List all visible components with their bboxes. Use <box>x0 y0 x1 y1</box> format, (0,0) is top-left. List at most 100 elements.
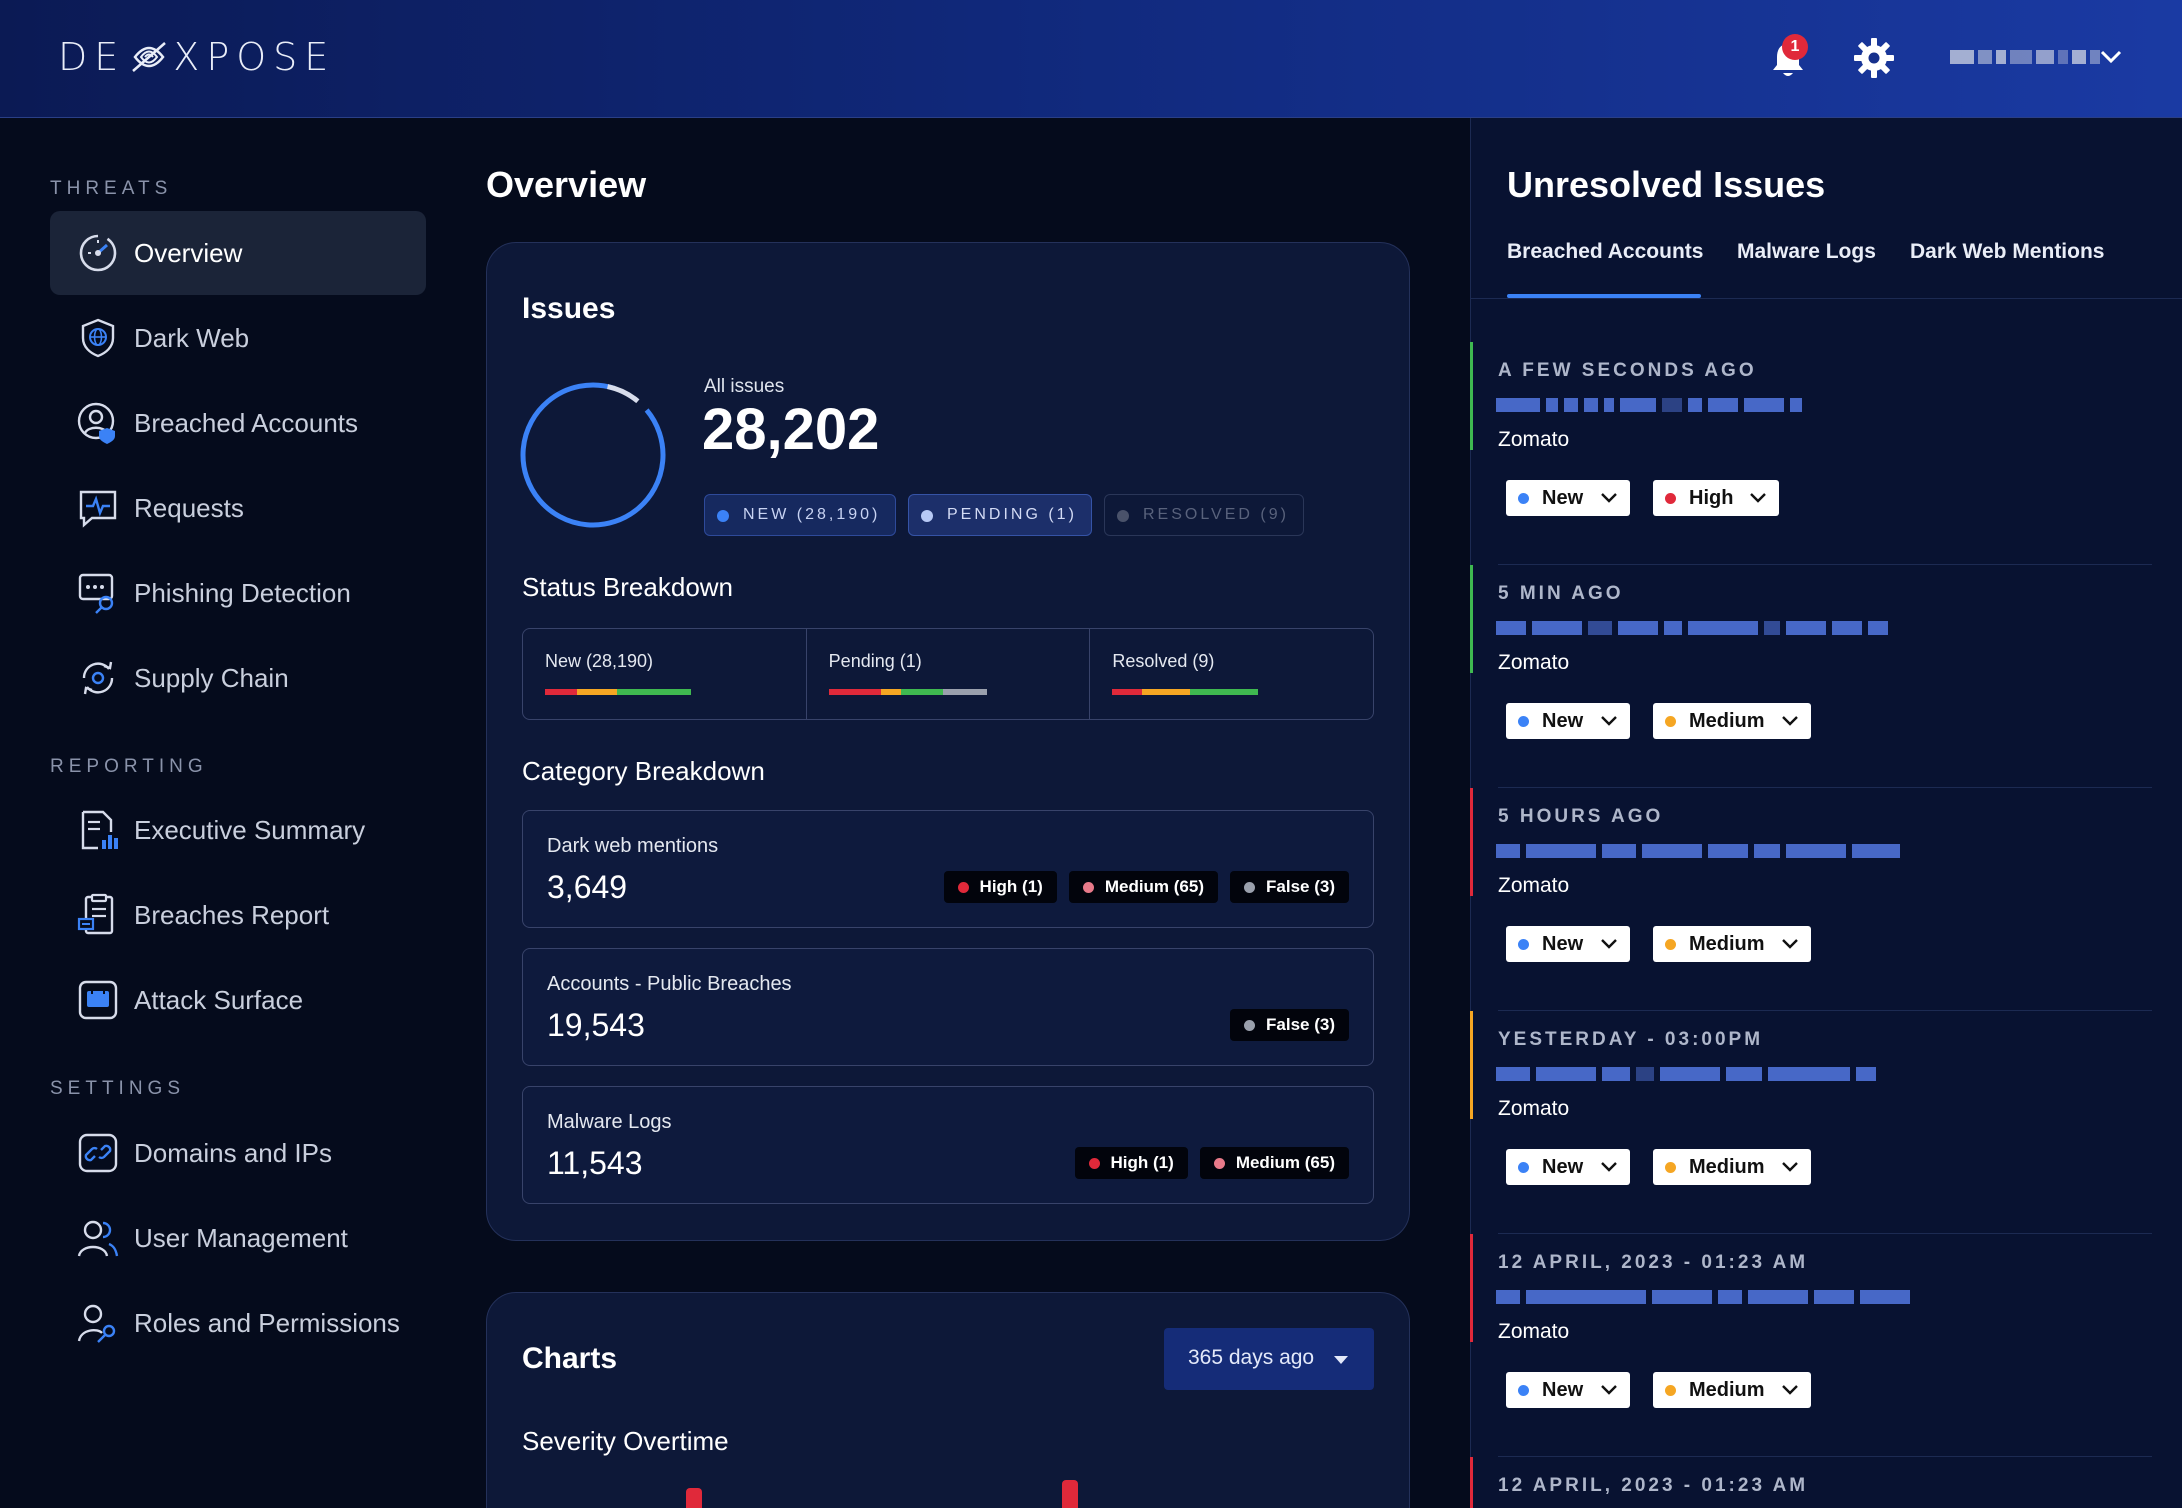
logo[interactable]: DE XPOSE <box>58 34 335 80</box>
section-label-settings: SETTINGS <box>50 1078 186 1099</box>
severity-dropdown[interactable]: Medium <box>1653 926 1811 962</box>
tab-breached-accounts[interactable]: Breached Accounts <box>1507 240 1704 263</box>
severity-dot <box>1665 939 1676 950</box>
issue-item[interactable]: 12 APRIL, 2023 - 01:23 AM <box>1470 1457 2182 1508</box>
divider <box>1498 1010 2152 1011</box>
status-dot <box>921 510 933 522</box>
divider <box>1498 787 2152 788</box>
issue-time: 5 HOURS AGO <box>1498 806 1664 827</box>
severity-bar <box>1112 689 1259 695</box>
status-value: New <box>1542 1155 1584 1178</box>
all-issues-label: All issues <box>704 376 785 397</box>
link-icon <box>78 1133 118 1173</box>
tag-high[interactable]: High (1) <box>943 871 1057 903</box>
date-range-select[interactable]: 365 days ago <box>1164 1328 1374 1390</box>
category-card-accounts-public-breaches[interactable]: Accounts - Public Breaches 19,543 False … <box>522 948 1374 1066</box>
severity-dropdown[interactable]: Medium <box>1653 1149 1811 1185</box>
notification-count-badge: 1 <box>1782 34 1808 60</box>
tag-high[interactable]: High (1) <box>1074 1147 1188 1179</box>
sidebar-item-domains-and-ips[interactable]: Domains and IPs <box>50 1111 426 1195</box>
status-dropdown[interactable]: New <box>1506 926 1630 962</box>
severity-value: Medium <box>1689 932 1765 955</box>
sidebar-item-supply-chain[interactable]: Supply Chain <box>50 636 426 720</box>
status-value: New <box>1542 1378 1584 1401</box>
issue-company: Zomato <box>1498 1097 1570 1120</box>
category-tags: False (3) <box>1230 1009 1349 1041</box>
sidebar-item-label: Phishing Detection <box>134 577 351 608</box>
category-card-dark-web-mentions[interactable]: Dark web mentions 3,649 High (1) Medium … <box>522 810 1374 928</box>
issue-time: 12 APRIL, 2023 - 01:23 AM <box>1498 1252 1809 1273</box>
sidebar-item-attack-surface[interactable]: Attack Surface <box>50 958 426 1042</box>
severity-dot <box>957 882 969 893</box>
severity-value: Medium <box>1689 1378 1765 1401</box>
sidebar-item-roles-and-permissions[interactable]: Roles and Permissions <box>50 1281 426 1365</box>
user-key-icon <box>77 1304 116 1343</box>
tab-divider <box>1470 298 2182 299</box>
tag-label: Medium (65) <box>1104 877 1205 896</box>
issue-item[interactable]: YESTERDAY - 03:00PM Zomato New Medium <box>1470 1011 2182 1234</box>
severity-dropdown[interactable]: High <box>1653 480 1779 516</box>
severity-dropdown[interactable]: Medium <box>1653 703 1811 739</box>
severity-value: Medium <box>1689 709 1765 732</box>
redacted-account <box>1496 1067 1876 1081</box>
sidebar-item-breaches-report[interactable]: Breaches Report <box>50 873 426 957</box>
category-card-malware-logs[interactable]: Malware Logs 11,543 High (1) Medium (65) <box>522 1086 1374 1204</box>
status-dropdown[interactable]: New <box>1506 703 1630 739</box>
severity-dot <box>1088 1158 1100 1169</box>
sidebar-item-label: Attack Surface <box>134 984 304 1015</box>
charts-card <box>486 1292 1410 1508</box>
sidebar-item-overview[interactable]: Overview <box>50 211 426 295</box>
filter-pill-resolved[interactable]: RESOLVED (9) <box>1104 494 1304 536</box>
sidebar-item-label: Executive Summary <box>134 814 366 845</box>
severity-dot <box>1665 1162 1676 1173</box>
status-dropdown[interactable]: New <box>1506 1372 1630 1408</box>
settings-gear-icon[interactable] <box>1852 36 1896 80</box>
severity-dot <box>1244 882 1256 893</box>
status-cell-new[interactable]: New (28,190) <box>523 629 807 719</box>
fingerprint-logo-icon <box>132 42 167 72</box>
tag-false[interactable]: False (3) <box>1230 1009 1349 1041</box>
issue-item[interactable]: A FEW SECONDS AGO Zomato New High <box>1470 342 2182 565</box>
issue-item[interactable]: 5 HOURS AGO Zomato New Medium <box>1470 788 2182 1011</box>
category-value: 3,649 <box>547 869 628 905</box>
tag-false[interactable]: False (3) <box>1230 871 1349 903</box>
tab-malware-logs[interactable]: Malware Logs <box>1737 240 1876 263</box>
category-breakdown-title: Category Breakdown <box>522 756 765 786</box>
status-dropdown[interactable]: New <box>1506 1149 1630 1185</box>
issue-item[interactable]: 5 MIN AGO Zomato New Medium <box>1470 565 2182 788</box>
status-dropdown[interactable]: New <box>1506 480 1630 516</box>
section-label-reporting: REPORTING <box>50 756 208 777</box>
user-shield-icon <box>77 402 115 444</box>
severity-dropdown[interactable]: Medium <box>1653 1372 1811 1408</box>
status-cell-resolved[interactable]: Resolved (9) <box>1090 629 1373 719</box>
sidebar-item-requests[interactable]: Requests <box>50 466 426 550</box>
status-label: New (28,190) <box>545 651 654 671</box>
filter-pill-pending[interactable]: PENDING (1) <box>908 494 1092 536</box>
sidebar-item-dark-web[interactable]: Dark Web <box>50 296 426 380</box>
category-tags: High (1) Medium (65) False (3) <box>943 871 1349 903</box>
tab-dark-web-mentions[interactable]: Dark Web Mentions <box>1910 240 2105 263</box>
status-dot <box>1518 1162 1529 1173</box>
tag-label: Medium (65) <box>1235 1153 1335 1172</box>
tag-label: False (3) <box>1266 1015 1335 1034</box>
tag-medium[interactable]: Medium (65) <box>1199 1147 1349 1179</box>
chevron-down-icon <box>1782 716 1798 726</box>
tag-medium[interactable]: Medium (65) <box>1068 871 1219 903</box>
chevron-down-icon <box>1601 1162 1617 1172</box>
sidebar-item-executive-summary[interactable]: Executive Summary <box>50 788 426 872</box>
issue-item[interactable]: 12 APRIL, 2023 - 01:23 AM Zomato New Med… <box>1470 1234 2182 1457</box>
user-menu-chevron-down-icon[interactable] <box>2098 46 2124 66</box>
sidebar-item-phishing-detection[interactable]: Phishing Detection <box>50 551 426 635</box>
status-cell-pending[interactable]: Pending (1) <box>807 629 1091 719</box>
severity-bar <box>828 689 987 695</box>
sidebar-item-breached-accounts[interactable]: Breached Accounts <box>50 381 426 465</box>
severity-dot <box>1082 882 1094 893</box>
sidebar-item-user-management[interactable]: User Management <box>50 1196 426 1280</box>
chevron-down-icon <box>1601 493 1617 503</box>
status-dot <box>1518 939 1529 950</box>
filter-pill-new[interactable]: NEW (28,190) <box>704 494 896 536</box>
user-name-redacted[interactable] <box>1950 50 2100 64</box>
sidebar <box>0 118 460 1508</box>
top-header: DE XPOSE 1 <box>0 0 2182 118</box>
sidebar-item-label: Breached Accounts <box>134 407 359 438</box>
